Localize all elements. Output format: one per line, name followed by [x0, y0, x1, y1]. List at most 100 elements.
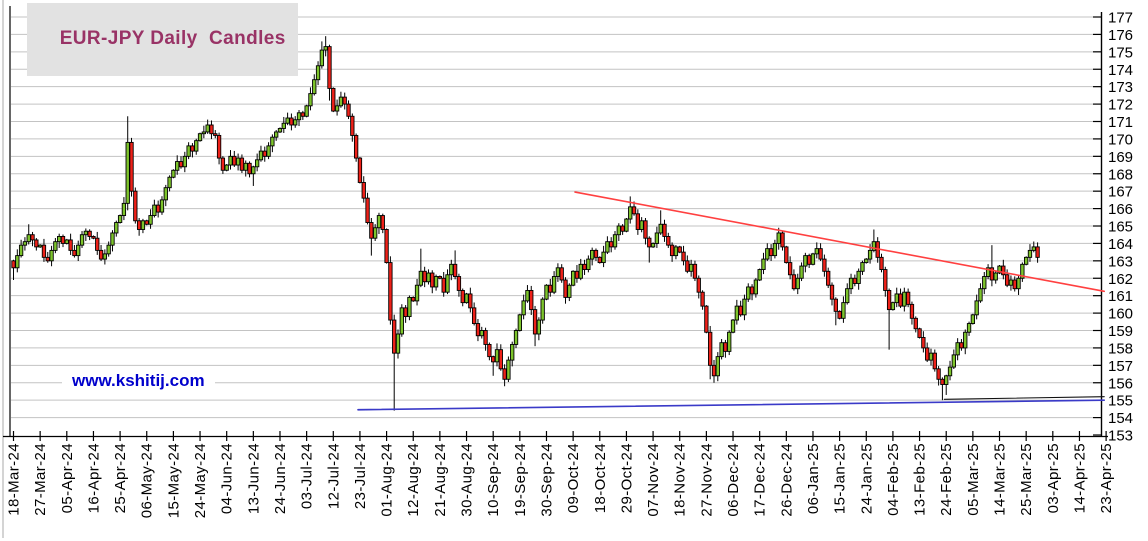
svg-text:158: 158: [1108, 340, 1133, 357]
candle-up: [810, 253, 816, 265]
candle-down: [136, 220, 142, 230]
axes: [3, 6, 1108, 441]
svg-text:23-Jul-24: 23-Jul-24: [352, 443, 369, 509]
candle-up: [761, 258, 766, 270]
candle-down: [909, 303, 915, 319]
candle-up: [312, 79, 317, 95]
candle-down: [45, 256, 50, 262]
candle-up: [841, 302, 846, 319]
candle-down: [529, 289, 534, 311]
svg-text:25-Apr-24: 25-Apr-24: [112, 443, 129, 513]
candle-up: [605, 241, 610, 253]
candle-up: [536, 319, 542, 335]
candle-up: [551, 276, 557, 293]
svg-text:177: 177: [1108, 10, 1133, 27]
candle-up: [228, 155, 233, 166]
svg-text:07-Nov-24: 07-Nov-24: [645, 443, 662, 517]
candle-down: [247, 162, 252, 175]
candle-down: [1004, 274, 1010, 286]
candle-down: [388, 262, 393, 321]
svg-text:01-Aug-24: 01-Aug-24: [379, 443, 396, 517]
candle-up: [117, 215, 123, 223]
candle-up: [308, 93, 313, 107]
candle-up: [654, 232, 660, 244]
candle-down: [582, 263, 587, 270]
candle-up: [395, 333, 401, 354]
svg-text:30-Sep-24: 30-Sep-24: [538, 443, 555, 517]
candle-up: [64, 239, 69, 244]
candle-down: [331, 87, 336, 112]
candle-down: [60, 236, 66, 244]
candle-down: [220, 157, 226, 171]
candle-up: [510, 343, 515, 361]
candle-down: [327, 46, 332, 89]
candle-up: [494, 349, 500, 363]
candle-down: [879, 256, 884, 270]
candle-up: [1008, 279, 1014, 286]
candle-up: [974, 300, 979, 316]
candle-down: [749, 286, 755, 295]
svg-text:03-Apr-25: 03-Apr-25: [1045, 443, 1062, 513]
candle-up: [201, 131, 206, 135]
candle-up: [567, 284, 572, 298]
candle-down: [780, 232, 785, 248]
svg-text:174: 174: [1108, 62, 1133, 79]
candle-up: [464, 293, 469, 304]
svg-text:161: 161: [1108, 288, 1133, 305]
svg-text:04-Jun-24: 04-Jun-24: [219, 443, 236, 514]
candle-up: [513, 330, 519, 345]
svg-text:168: 168: [1108, 166, 1133, 183]
candle-down: [738, 305, 743, 316]
candle-up: [251, 166, 256, 175]
svg-text:05-Mar-25: 05-Mar-25: [965, 443, 982, 516]
candle-down: [940, 378, 945, 385]
candle-down: [609, 241, 614, 248]
candle-up: [152, 204, 157, 217]
candle-down: [620, 225, 625, 232]
candle-up: [570, 270, 576, 286]
candle-down: [898, 293, 903, 307]
candle-down: [597, 256, 602, 264]
candle-down: [68, 239, 73, 251]
candle-down: [350, 115, 355, 136]
candle-up: [110, 232, 115, 246]
candle-down: [921, 337, 926, 349]
candle-up: [15, 255, 20, 269]
svg-text:09-Oct-24: 09-Oct-24: [565, 443, 582, 513]
candle-down: [213, 133, 218, 136]
candle-up: [963, 331, 968, 349]
candle-down: [886, 289, 892, 311]
candle-up: [414, 284, 420, 302]
candle-down: [262, 150, 267, 157]
candle-up: [966, 323, 972, 333]
candle-up: [734, 305, 739, 321]
candle-up: [814, 248, 819, 255]
candle-down: [403, 307, 408, 318]
candle-down: [87, 230, 92, 237]
candle-down: [357, 157, 363, 183]
candle-up: [944, 375, 949, 385]
candle-down: [677, 246, 682, 253]
candle-down: [822, 258, 827, 272]
svg-text:155: 155: [1108, 393, 1133, 410]
svg-text:04-Feb-25: 04-Feb-25: [885, 443, 902, 516]
svg-text:12-Jul-24: 12-Jul-24: [325, 443, 342, 509]
candles: [11, 36, 1040, 411]
candle-down: [708, 331, 713, 366]
candle-down: [452, 263, 458, 277]
candle-up: [578, 263, 583, 279]
candle-down: [483, 330, 488, 345]
candle-up: [121, 202, 127, 217]
candle-up: [521, 300, 526, 316]
svg-text:06-Dec-24: 06-Dec-24: [725, 443, 742, 517]
candle-down: [768, 248, 774, 257]
svg-text:16-Apr-24: 16-Apr-24: [85, 443, 102, 513]
candle-up: [334, 105, 340, 112]
candle-down: [133, 190, 138, 222]
svg-text:06-May-24: 06-May-24: [139, 443, 156, 518]
candle-up: [746, 286, 751, 300]
candle-down: [1012, 279, 1017, 290]
candle-up: [235, 157, 241, 166]
candle-up: [167, 176, 172, 189]
candle-down: [239, 157, 245, 171]
